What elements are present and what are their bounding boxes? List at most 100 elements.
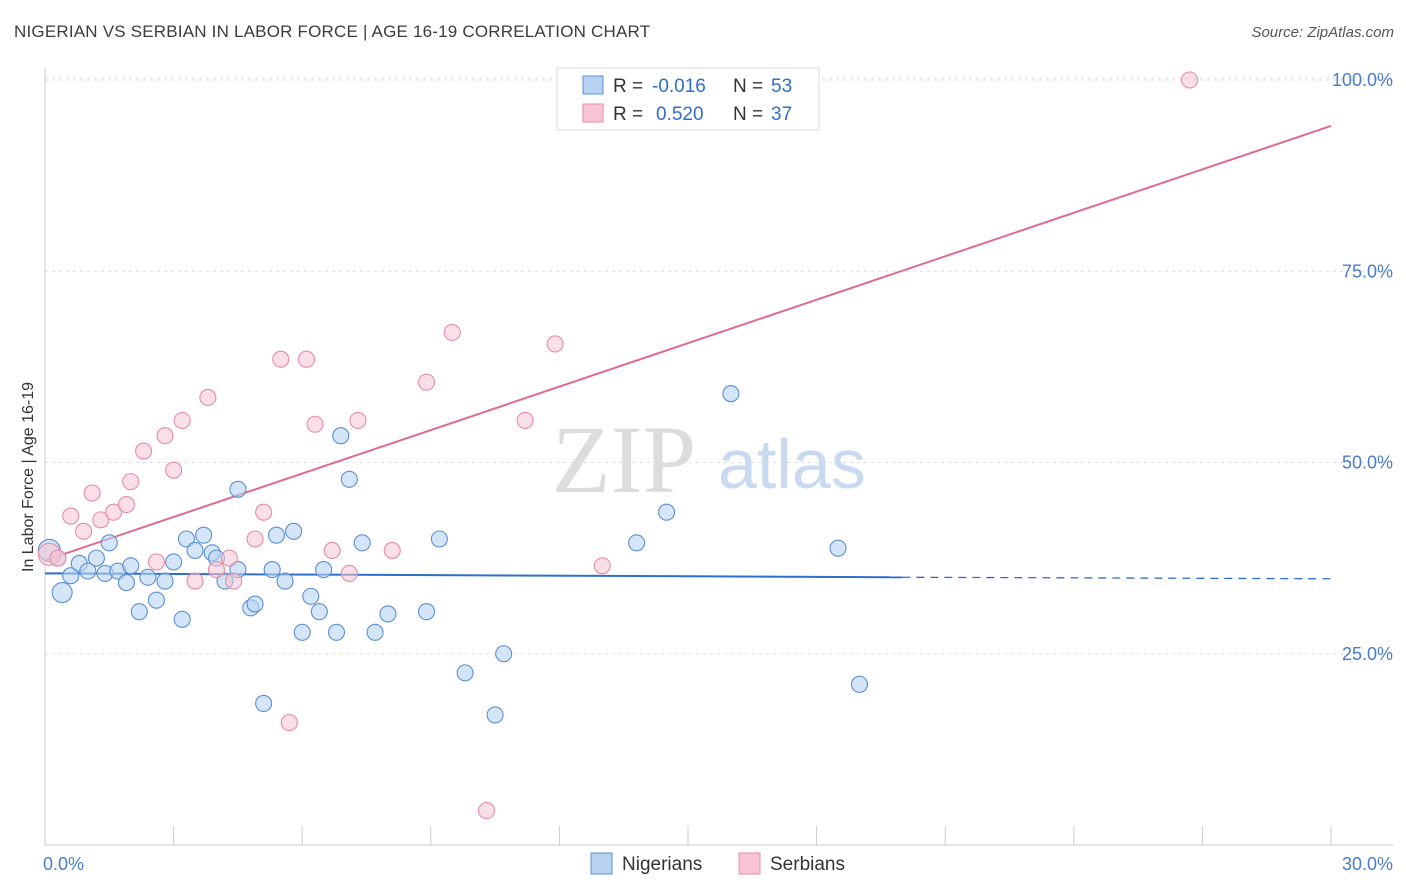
- serbians-point: [516, 411, 534, 429]
- nigerians-point: [165, 553, 183, 571]
- y-tick-label-1: 50.0%: [1342, 453, 1393, 473]
- serbians-n-label: N =: [733, 104, 763, 125]
- serbians-point: [417, 373, 436, 391]
- serbians-point: [165, 461, 183, 479]
- nigerians-point: [285, 522, 303, 540]
- x-tick-label-1: 30.0%: [1342, 854, 1393, 874]
- serbians-point: [199, 388, 217, 407]
- serbians-swatch-icon: [582, 103, 604, 123]
- serbians-points: [37, 71, 1199, 820]
- nigerians-point: [495, 645, 513, 663]
- nigerians-trend-extension: [902, 576, 1332, 580]
- legend-nigerians-icon: [590, 852, 613, 875]
- serbians-point: [83, 484, 101, 502]
- nigerians-point: [486, 706, 504, 724]
- nigerians-point: [340, 470, 358, 488]
- nigerians-point: [87, 549, 105, 567]
- serbians-point: [207, 561, 226, 579]
- nigerians-point: [177, 530, 196, 548]
- nigerians-point: [417, 603, 436, 621]
- nigerians-trend-line: [44, 572, 903, 579]
- serbians-point: [220, 549, 238, 567]
- x-tick-label-0: 0.0%: [43, 854, 84, 874]
- watermark: ZIP atlas: [552, 406, 866, 513]
- serbians-point: [1180, 71, 1199, 89]
- watermark-zip: ZIP: [552, 406, 696, 513]
- nigerians-point: [315, 561, 333, 579]
- nigerians-point: [379, 605, 397, 623]
- serbians-point: [246, 530, 264, 548]
- nigerians-point: [229, 480, 247, 498]
- serbians-point: [383, 541, 401, 560]
- serbians-point: [92, 511, 110, 529]
- serbians-point: [49, 549, 67, 567]
- nigerians-point: [79, 562, 97, 580]
- nigerians-point: [51, 581, 73, 604]
- nigerians-point: [722, 385, 740, 403]
- series-legend: Nigerians Serbians: [590, 852, 845, 875]
- serbians-point: [117, 496, 135, 514]
- y-tick-label-0: 25.0%: [1342, 644, 1393, 664]
- nigerians-swatch-icon: [582, 75, 604, 95]
- nigerians-point: [310, 603, 328, 621]
- nigerians-point: [195, 526, 213, 544]
- nigerians-point: [62, 567, 80, 585]
- nigerians-point: [628, 534, 646, 552]
- serbians-point: [156, 427, 174, 445]
- grid-lines: [45, 77, 1393, 655]
- nigerians-point: [173, 610, 191, 628]
- serbians-point: [225, 572, 243, 590]
- nigerians-point: [139, 568, 157, 586]
- y-tick-label-3: 100.0%: [1332, 70, 1393, 90]
- serbians-point: [255, 503, 273, 521]
- nigerians-point: [327, 623, 346, 641]
- serbians-point: [323, 541, 341, 560]
- nigerians-r-label: R =: [613, 76, 643, 97]
- serbians-point: [593, 557, 611, 575]
- nigerians-point: [366, 623, 384, 641]
- nigerians-point: [850, 675, 869, 693]
- chart-title: NIGERIAN VS SERBIAN IN LABOR FORCE | AGE…: [14, 22, 651, 41]
- serbians-point: [349, 411, 367, 429]
- serbians-r-label: R =: [613, 104, 643, 125]
- watermark-atlas: atlas: [718, 425, 866, 503]
- serbians-point: [280, 714, 298, 732]
- y-tick-label-2: 75.0%: [1342, 261, 1393, 281]
- serbians-trend-line: [44, 124, 1332, 562]
- nigerians-point: [267, 526, 286, 544]
- nigerians-point: [430, 530, 448, 548]
- serbians-point: [443, 323, 461, 342]
- nigerians-point: [156, 572, 174, 590]
- legend-serbians-icon: [738, 852, 761, 875]
- nigerians-point: [186, 541, 204, 560]
- nigerians-point: [276, 572, 294, 590]
- serbians-point: [62, 507, 80, 525]
- nigerians-r-value: -0.016: [652, 76, 706, 97]
- tick-labels: 25.0% 50.0% 75.0% 100.0% 0.0% 30.0%: [43, 70, 1393, 874]
- serbians-point: [105, 503, 123, 521]
- nigerians-point: [263, 561, 281, 579]
- serbians-n-value: 37: [771, 104, 792, 125]
- nigerians-n-label: N =: [733, 76, 763, 97]
- nigerians-point: [147, 591, 166, 609]
- serbians-point: [340, 564, 358, 582]
- nigerians-point: [122, 557, 140, 575]
- nigerians-point: [100, 534, 118, 552]
- serbians-point: [546, 335, 564, 353]
- axes: [44, 68, 1393, 846]
- serbians-point: [297, 350, 316, 368]
- serbians-point: [272, 350, 290, 368]
- legend-serbians-label: Serbians: [770, 854, 845, 875]
- stats-legend: R = -0.016 N = 53 R = 0.520 N = 37: [556, 67, 820, 131]
- serbians-point: [477, 802, 496, 820]
- nigerians-n-value: 53: [771, 76, 792, 97]
- nigerians-point: [353, 534, 371, 552]
- serbians-point: [75, 522, 93, 540]
- trend-lines: [44, 124, 1332, 580]
- nigerians-point: [293, 623, 311, 641]
- nigerians-point: [302, 587, 320, 605]
- nigerians-point: [658, 503, 676, 521]
- serbians-point: [135, 442, 153, 460]
- legend-nigerians-label: Nigerians: [622, 854, 702, 875]
- serbians-point: [186, 572, 204, 590]
